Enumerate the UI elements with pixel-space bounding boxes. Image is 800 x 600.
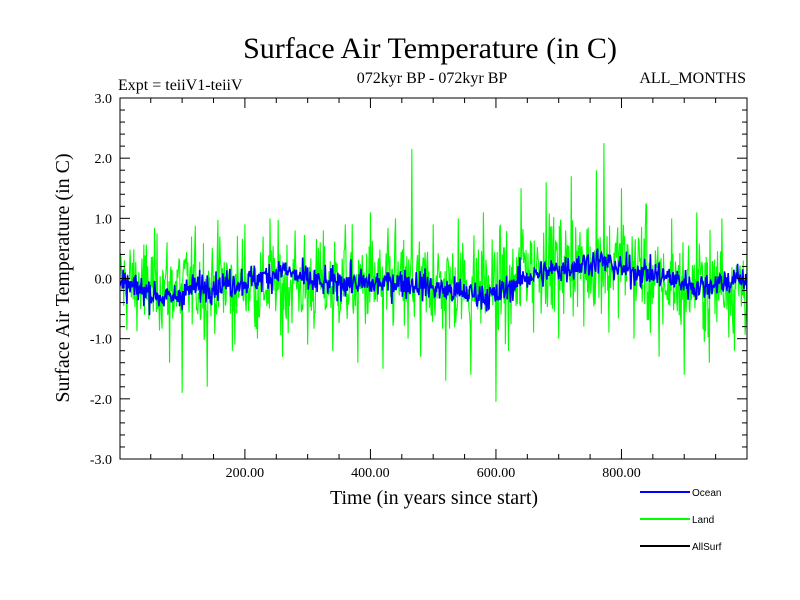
legend-label-land: Land (692, 515, 714, 526)
legend-label-allsurf: AllSurf (692, 542, 722, 553)
y-tick-label: 2.0 (95, 152, 113, 167)
months-label: ALL_MONTHS (639, 70, 746, 87)
series-line-land (120, 143, 747, 402)
plot-area (119, 97, 748, 460)
chart-title: Surface Air Temperature (in C) (243, 32, 617, 65)
y-tick-label: -2.0 (90, 393, 112, 408)
y-tick-label: 3.0 (95, 92, 113, 107)
legend-label-ocean: Ocean (692, 488, 721, 499)
x-tick-label: 600.00 (477, 466, 516, 481)
x-axis-label: Time (in years since start) (330, 487, 538, 509)
x-tick-label: 800.00 (602, 466, 641, 481)
x-tick-label: 400.00 (351, 466, 390, 481)
y-tick-label: -1.0 (90, 333, 112, 348)
series-line-ocean (120, 248, 747, 316)
y-axis-label: Surface Air Temperature (in C) (52, 153, 74, 402)
y-tick-label: -3.0 (90, 453, 112, 468)
x-tick-label: 200.00 (226, 466, 265, 481)
experiment-label: Expt = teiiV1-teiiV (118, 77, 243, 94)
y-tick-label: 0.0 (95, 273, 113, 288)
legend: Ocean Land AllSurf (640, 488, 722, 553)
chart-subtitle: 072kyr BP - 072kyr BP (357, 70, 508, 87)
y-tick-label: 1.0 (95, 212, 113, 227)
